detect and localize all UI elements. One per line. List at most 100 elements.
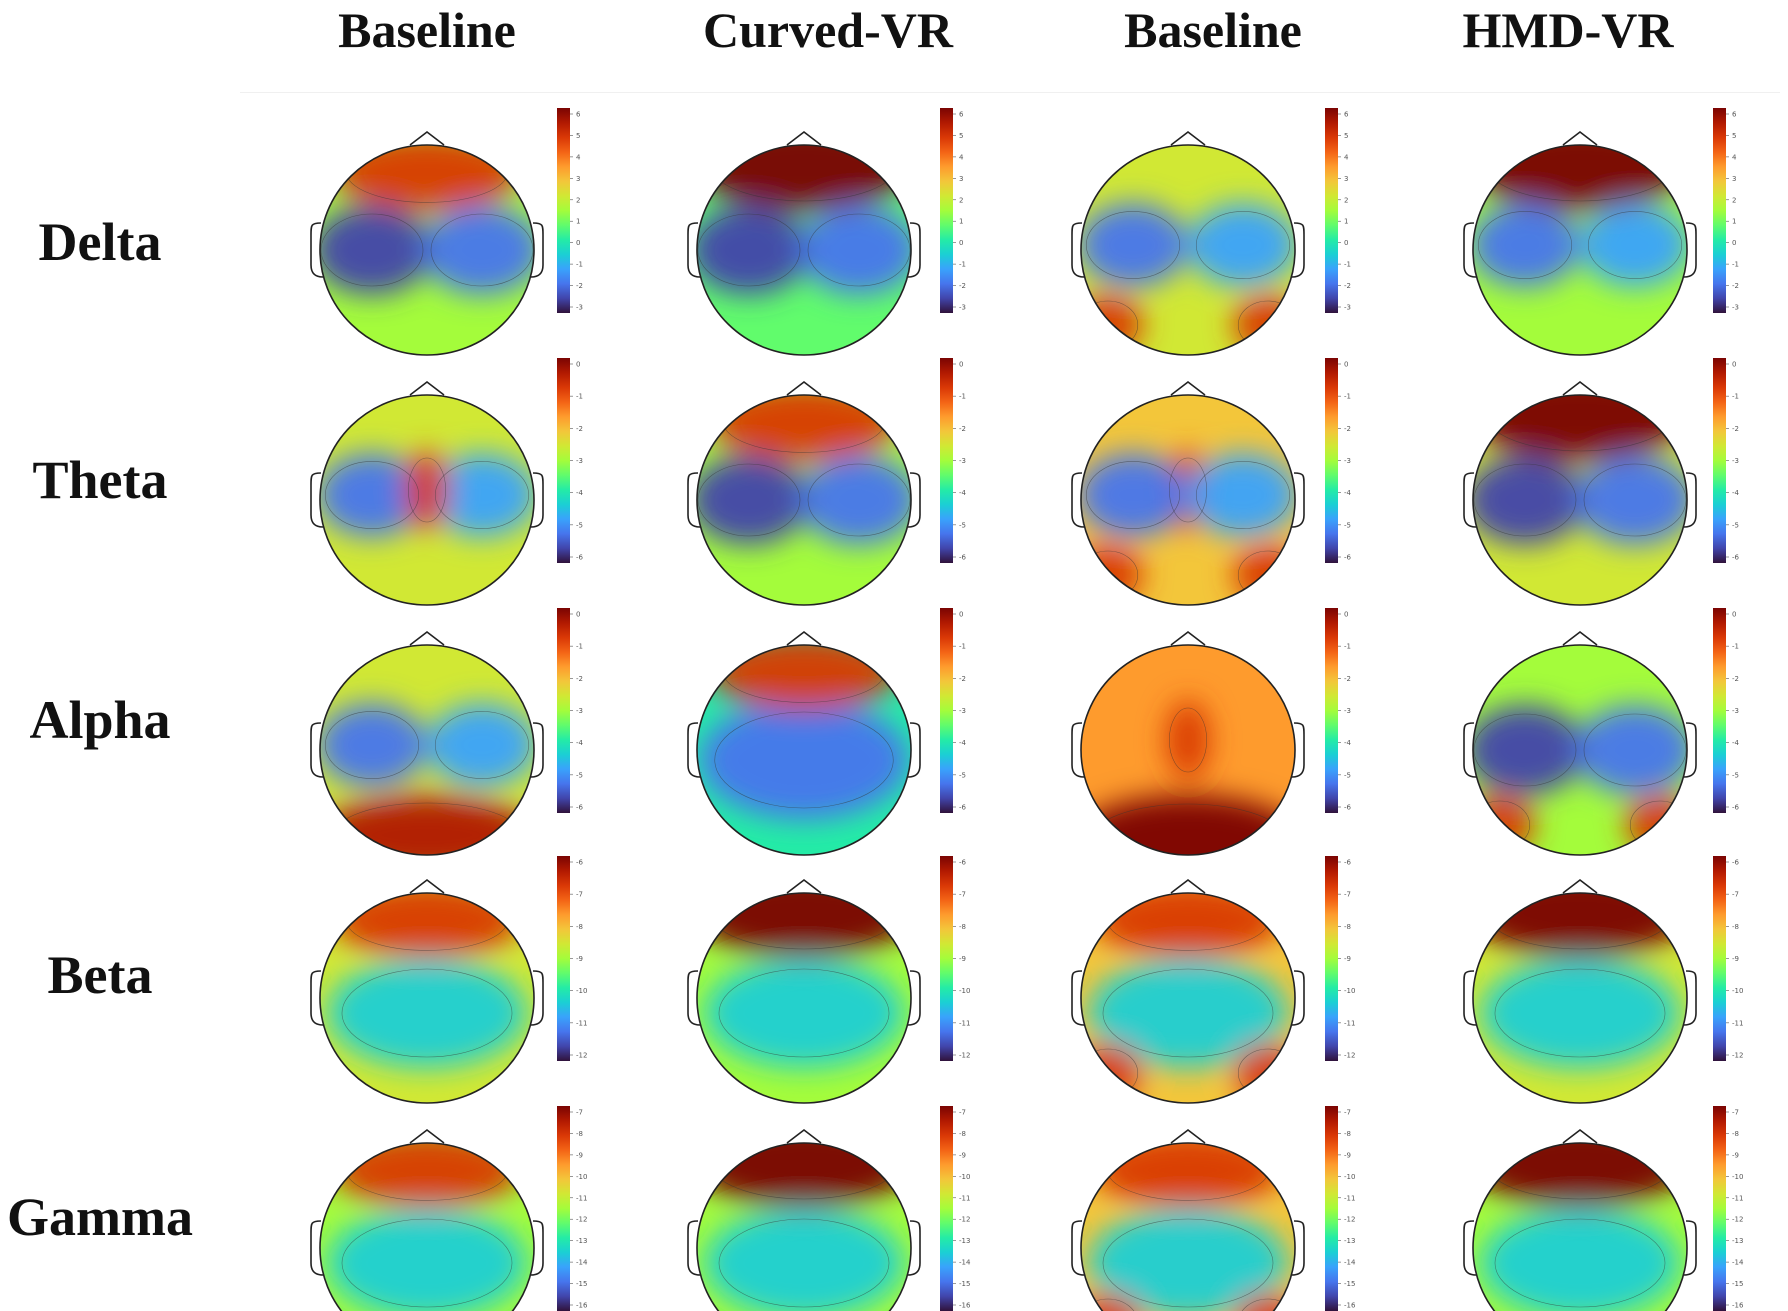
head-outline: [696, 892, 912, 1104]
head-left-ear: [1071, 472, 1085, 528]
head-right-ear: [1683, 970, 1697, 1026]
head-nose: [1562, 878, 1598, 894]
colorbar-tick-label: -1: [1344, 643, 1351, 651]
topomap-theta-2: [687, 380, 921, 606]
head-outline: [1080, 892, 1296, 1104]
head-right-ear: [530, 472, 544, 528]
head-right-ear: [1683, 1220, 1697, 1276]
colorbar-tick-label: -6: [1344, 859, 1352, 867]
colorbar-tick-label: -1: [576, 261, 583, 269]
colorbar-beta-4: -6 -7 -8 -9 -10 -11 -12: [1713, 856, 1743, 1061]
colorbar-tick-label: -9: [1732, 1151, 1739, 1159]
colorbar-alpha-2: 0 -1 -2 -3 -4 -5 -6: [940, 608, 967, 813]
colorbar-tick-label: -11: [959, 1019, 970, 1027]
head-right-ear: [1291, 1220, 1305, 1276]
colorbar-beta-1: -6 -7 -8 -9 -10 -11 -12: [557, 856, 587, 1061]
colorbar-tick-label: -9: [576, 1151, 583, 1159]
colorbar-tick-label: 3: [1344, 175, 1348, 183]
head-left-ear: [687, 222, 701, 278]
colorbar-tick-label: -13: [1344, 1237, 1355, 1245]
topomap-field: [697, 645, 911, 855]
colorbar-tick-label: -16: [1732, 1302, 1744, 1310]
head-nose: [786, 130, 822, 146]
head-right-ear: [530, 722, 544, 778]
colorbar-tick-label: -11: [959, 1194, 970, 1202]
topomap-alpha-3: [1071, 630, 1305, 856]
topomap-field: [1473, 145, 1687, 355]
colorbar-tick-label: -8: [1732, 923, 1739, 931]
head-nose: [1562, 630, 1598, 646]
colorbar-tick-label: -4: [1732, 489, 1740, 497]
head-right-ear: [907, 1220, 921, 1276]
topomap-theta-1: [310, 380, 544, 606]
colorbar-tick-label: -6: [959, 554, 967, 562]
colorbar-tick-label: 6: [576, 111, 581, 119]
topomap-gamma-1: [310, 1128, 544, 1311]
topomap-field: [1081, 395, 1295, 605]
head-left-ear: [1463, 222, 1477, 278]
colorbar-tick-label: 3: [959, 175, 963, 183]
topomap-field: [697, 395, 911, 605]
colorbar-tick-label: -7: [576, 891, 583, 899]
colorbar-tick-label: -14: [1732, 1259, 1744, 1267]
colorbar-tick-label: -2: [1732, 282, 1739, 290]
head-right-ear: [907, 222, 921, 278]
topomap-field: [320, 395, 534, 605]
colorbar-tick-label: -14: [576, 1259, 588, 1267]
colorbar-tick-label: -7: [1344, 1109, 1351, 1117]
colorbar-tick-label: -1: [959, 261, 966, 269]
colorbar-tick-label: -5: [1344, 771, 1351, 779]
colorbar-tick-label: -5: [576, 771, 583, 779]
colorbar-tick-label: 0: [576, 361, 580, 369]
topomap-field: [320, 1143, 534, 1311]
colorbar-gradient: [940, 608, 953, 813]
colorbar-tick-label: 0: [959, 239, 963, 247]
colorbar-tick-label: -10: [1344, 1173, 1355, 1181]
colorbar-tick-label: -6: [1732, 554, 1740, 562]
head-right-ear: [530, 1220, 544, 1276]
head-left-ear: [687, 1220, 701, 1276]
colorbar-tick-label: -8: [576, 1130, 583, 1138]
colorbar-gradient: [940, 358, 953, 563]
colorbar-tick-label: -8: [1732, 1130, 1739, 1138]
colorbar-tick-label: 0: [1344, 361, 1348, 369]
colorbar-tick-label: 1: [959, 218, 963, 226]
head-right-ear: [1683, 472, 1697, 528]
topomap-field: [1473, 395, 1687, 605]
colorbar-gamma-2: -7 -8 -9 -10 -11 -12 -13 -14 -15 -16: [940, 1106, 971, 1311]
colorbar-tick-label: -10: [1344, 987, 1355, 995]
topomap-alpha-2: [687, 630, 921, 856]
colorbar-tick-label: -10: [576, 987, 587, 995]
colorbar-tick-label: -1: [1344, 393, 1351, 401]
colorbar-tick-label: -4: [576, 489, 584, 497]
colorbar-gradient: [940, 108, 953, 313]
colorbar-tick-label: 3: [576, 175, 580, 183]
colorbar-tick-label: -13: [576, 1237, 587, 1245]
colorbar-tick-label: -2: [1732, 675, 1739, 683]
colorbar-gradient: [940, 1106, 953, 1311]
colorbar-gradient: [940, 856, 953, 1061]
colorbar-tick-label: 4: [576, 153, 581, 161]
colorbar-tick-label: 4: [1344, 153, 1349, 161]
head-left-ear: [310, 222, 324, 278]
colorbar-theta-3: 0 -1 -2 -3 -4 -5 -6: [1325, 358, 1352, 563]
colorbar-tick-label: -15: [576, 1280, 587, 1288]
colorbar-tick-label: -9: [1344, 955, 1351, 963]
colorbar-tick-label: 5: [1344, 132, 1348, 140]
colorbar-tick-label: -7: [1732, 1109, 1739, 1117]
column-title-1: Baseline: [338, 2, 516, 58]
colorbar-tick-label: -12: [1732, 1052, 1743, 1060]
header-divider: [240, 92, 1780, 93]
colorbar-gradient: [1325, 856, 1338, 1061]
head-outline: [1472, 644, 1688, 856]
colorbar-tick-label: 0: [959, 611, 963, 619]
colorbar-tick-label: 0: [576, 239, 580, 247]
colorbar-tick-label: 5: [576, 132, 580, 140]
colorbar-tick-label: 2: [576, 196, 580, 204]
colorbar-tick-label: -2: [1344, 675, 1351, 683]
colorbar-gradient: [557, 856, 570, 1061]
head-outline: [696, 1142, 912, 1311]
topomap-delta-3: [1071, 130, 1305, 356]
colorbar-tick-label: -11: [1732, 1194, 1743, 1202]
head-nose: [786, 878, 822, 894]
